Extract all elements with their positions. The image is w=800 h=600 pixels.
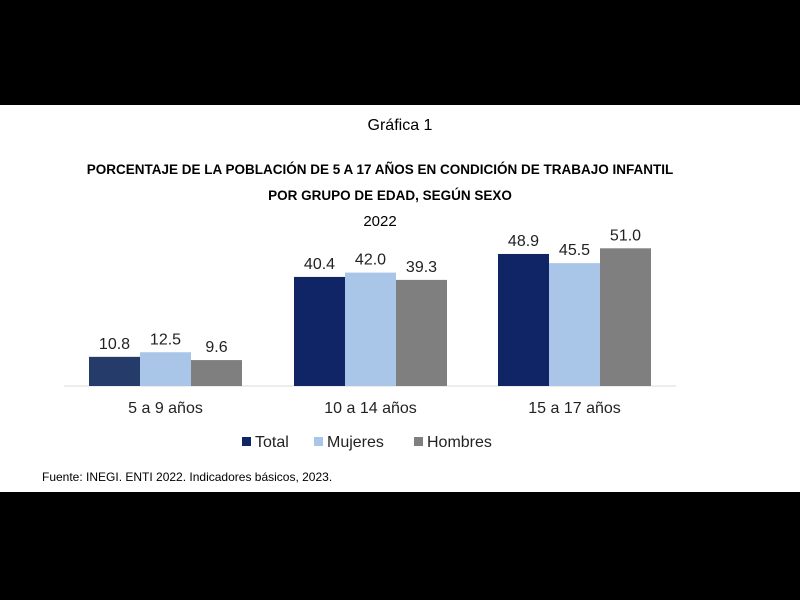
bar-total-2 [294, 276, 345, 386]
category-label-3: 15 a 17 años [528, 400, 621, 417]
data-label-hombres-3: 51.0 [610, 227, 641, 244]
legend-swatch-hombres [414, 437, 423, 446]
legend-label-mujeres: Mujeres [327, 434, 384, 451]
chart-title: PORCENTAJE DE LA POBLACIÓN DE 5 A 17 AÑO… [86, 162, 674, 177]
data-label-total-3: 48.9 [508, 233, 539, 250]
bar-total-1 [89, 356, 140, 386]
source-note: Fuente: INEGI. ENTI 2022. Indicadores bá… [42, 470, 333, 484]
data-label-total-2: 40.4 [304, 256, 335, 273]
bar-hombres-3 [600, 248, 651, 386]
chart-label: Gráfica 1 [367, 117, 433, 134]
legend-swatch-mujeres [314, 437, 323, 446]
data-label-total-1: 10.8 [99, 336, 130, 353]
chart-panel: Gráfica 1 PORCENTAJE DE LA POBLACIÓN DE … [0, 105, 800, 492]
data-label-hombres-1: 9.6 [205, 339, 227, 356]
category-label-2: 10 a 14 años [324, 400, 417, 417]
legend-swatch-total [242, 437, 251, 446]
legend-label-total: Total [255, 434, 289, 451]
chart-year: 2022 [363, 213, 397, 230]
bar-hombres-2 [396, 279, 447, 386]
data-label-mujeres-1: 12.5 [150, 331, 181, 348]
bar-mujeres-3 [549, 263, 600, 386]
bar-mujeres-2 [345, 272, 396, 386]
data-label-hombres-2: 39.3 [406, 259, 437, 276]
data-label-mujeres-2: 42.0 [355, 252, 386, 269]
bar-hombres-1 [191, 360, 242, 386]
bar-chart: 10.8 12.5 9.6 5 a 9 años 40.4 42.0 39.3 10 a 14… [64, 227, 676, 451]
legend-label-hombres: Hombres [427, 434, 492, 451]
data-label-mujeres-3: 45.5 [559, 242, 590, 259]
bar-mujeres-1 [140, 352, 191, 386]
bar-total-3 [498, 253, 549, 386]
chart-subtitle: POR GRUPO DE EDAD, SEGÚN SEXO [268, 188, 512, 203]
category-label-1: 5 a 9 años [128, 400, 203, 417]
